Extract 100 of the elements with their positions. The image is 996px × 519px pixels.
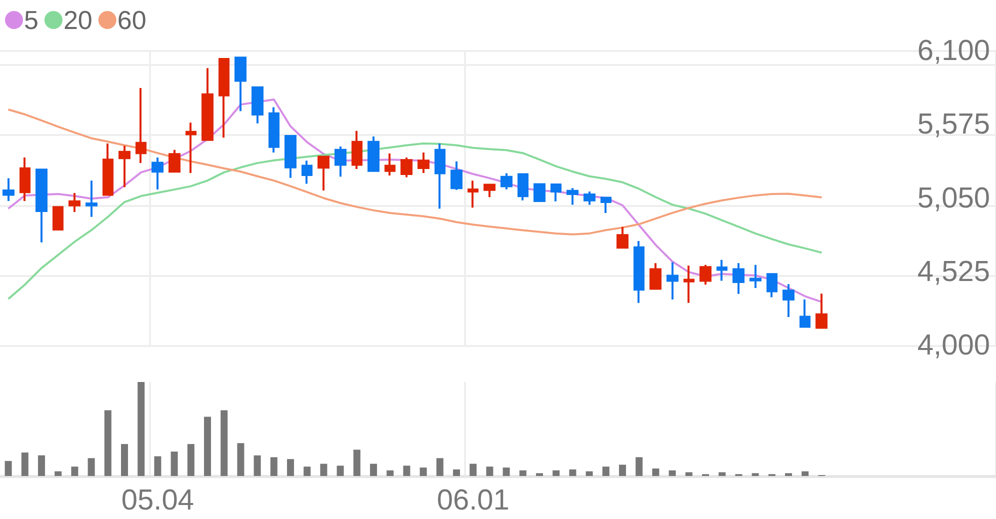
candlestick	[384, 152, 396, 177]
bar	[370, 464, 377, 476]
candlestick	[700, 264, 712, 286]
bar	[104, 410, 112, 476]
bar	[718, 472, 726, 476]
bar	[569, 469, 576, 476]
candlestick	[168, 148, 180, 173]
candlestick	[450, 160, 462, 191]
candlestick	[152, 156, 164, 191]
candlestick	[518, 173, 528, 202]
candlestick	[684, 264, 694, 304]
bar	[668, 470, 676, 476]
bar	[636, 457, 643, 476]
bar	[304, 466, 311, 476]
candlestick	[584, 190, 596, 206]
candlestick	[284, 134, 296, 179]
candlestick	[118, 144, 130, 188]
candlestick	[68, 192, 80, 213]
bar	[38, 455, 45, 476]
y-tick-label: 4,000	[917, 330, 990, 362]
bar	[237, 443, 244, 476]
y-tick-label: 5,575	[917, 108, 990, 141]
bar	[652, 468, 660, 476]
candlestick	[716, 258, 728, 282]
candlestick	[136, 87, 146, 164]
bar	[154, 456, 162, 476]
bar	[4, 460, 12, 476]
candlestick	[234, 56, 246, 112]
bar	[403, 466, 410, 476]
bar	[270, 457, 278, 476]
candlestick	[36, 168, 48, 244]
candlestick	[550, 184, 562, 202]
y-tick-label: 4,525	[917, 256, 990, 288]
candlestick	[52, 206, 64, 231]
line-series	[7, 108, 823, 236]
bar	[88, 458, 95, 476]
bar	[254, 455, 261, 476]
bar	[470, 464, 477, 476]
bar	[71, 466, 78, 476]
bar	[785, 473, 792, 476]
candlestick	[400, 156, 412, 178]
candlestick	[634, 240, 644, 304]
bar	[420, 468, 427, 476]
bar	[287, 459, 294, 476]
legend-label: 5	[24, 5, 38, 35]
candlestick	[368, 136, 380, 172]
y-tick-label: 5,050	[917, 182, 990, 214]
candlestick	[334, 146, 346, 178]
candlestick	[218, 58, 230, 139]
bar	[121, 444, 128, 476]
bar	[619, 464, 626, 476]
candlestick	[782, 283, 794, 318]
bar	[752, 473, 759, 476]
candlestick	[434, 142, 446, 210]
bar	[802, 471, 809, 476]
bar	[536, 473, 543, 476]
bar	[170, 452, 178, 476]
candlestick	[766, 273, 778, 298]
legend-label: 60	[117, 5, 146, 35]
candlestick	[102, 142, 114, 196]
candlestick	[566, 187, 578, 206]
candlestick	[352, 130, 362, 170]
candlestick	[650, 262, 662, 290]
candlestick	[666, 261, 678, 300]
y-tick-label: 6,100	[917, 35, 990, 67]
line-series	[7, 142, 823, 300]
candlestick	[600, 196, 612, 214]
candlestick	[616, 226, 628, 249]
candlestick	[750, 264, 762, 289]
bar	[138, 382, 145, 476]
bar	[320, 464, 328, 476]
candlestick	[302, 160, 312, 185]
bar	[187, 444, 194, 476]
candlestick	[318, 156, 330, 192]
legend-label: 20	[63, 5, 92, 35]
candlestick	[534, 183, 546, 202]
line-series	[7, 98, 823, 303]
bar	[21, 452, 28, 476]
bar	[386, 470, 394, 476]
bar	[453, 469, 460, 476]
bar	[336, 466, 344, 476]
bar	[502, 468, 510, 476]
candlestick	[500, 172, 512, 190]
bar	[552, 470, 560, 476]
candlestick	[418, 152, 430, 174]
candlestick	[800, 298, 810, 328]
bar	[519, 470, 526, 476]
candlestick	[252, 86, 264, 124]
bar	[204, 416, 211, 476]
bar	[586, 471, 593, 476]
bar	[353, 450, 360, 476]
candlestick	[468, 180, 478, 209]
bar	[436, 458, 444, 476]
candlestick	[816, 292, 828, 329]
candlestick	[732, 262, 744, 295]
bar	[220, 410, 228, 476]
bar	[685, 472, 692, 476]
bar	[602, 466, 610, 476]
candlestick	[202, 67, 214, 141]
candlestick	[20, 156, 30, 202]
